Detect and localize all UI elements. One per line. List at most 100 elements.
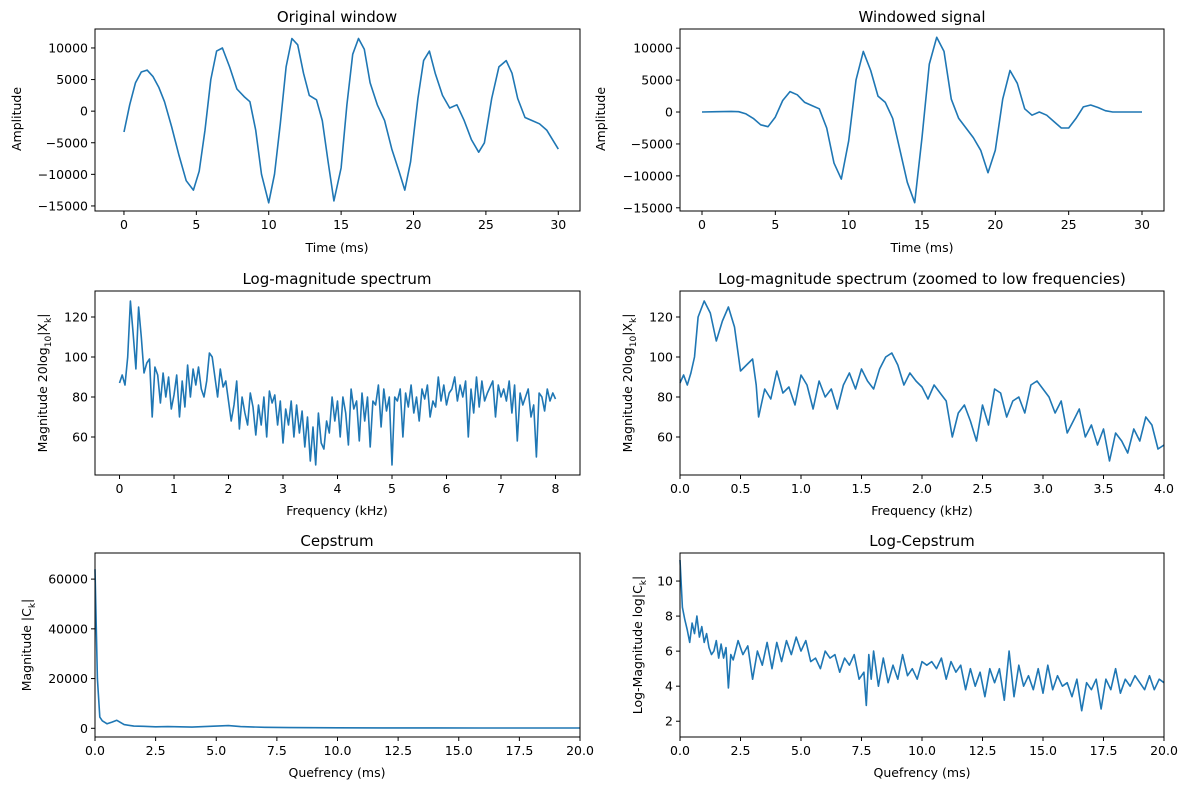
y-tick-label: 100: [64, 350, 88, 365]
panel-log-cepstrum: Log-Cepstrum Quefrency (ms) Log-Magnitud…: [630, 532, 1178, 780]
y-tick-label: −15000: [38, 198, 88, 213]
panel-log-magnitude-spectrum: Log-magnitude spectrum Frequency (kHz) M…: [35, 270, 581, 518]
x-tick-label: 1.0: [791, 481, 811, 496]
y-tick-label: 20000: [48, 671, 88, 686]
x-axis-label: Quefrency (ms): [288, 765, 385, 780]
y-label-end: |: [630, 576, 645, 580]
x-tick-label: 0.0: [85, 743, 105, 758]
series-line-spectrum: [118, 300, 557, 466]
x-tick-label: 0: [698, 217, 706, 232]
panel-original-window: Original window Time (ms) Amplitude 0 5 10…: [9, 8, 581, 255]
series-line-signal: [123, 37, 559, 204]
axis-ticks: 0 1 2 3 4 5 6 7 8 60 80 100 120: [64, 310, 559, 497]
panel-log-magnitude-spectrum-zoomed: Log-magnitude spectrum (zoomed to low fr…: [620, 270, 1174, 518]
chart-title: Cepstrum: [300, 532, 373, 550]
y-axis-label: Magnitude |Ck|: [19, 599, 38, 692]
y-tick-label: 60000: [48, 572, 88, 587]
axis-ticks: 0 5 10 15 20 25 30 −15000 −10000 −5000 0 5000 10000: [623, 41, 1150, 232]
y-tick-label: −5000: [46, 135, 88, 150]
x-tick-label: 2: [225, 481, 233, 496]
x-tick-label: 2.5: [973, 481, 993, 496]
x-tick-label: 30: [1134, 217, 1150, 232]
x-tick-label: 20.0: [1150, 743, 1178, 758]
axis-ticks: 0.0 0.5 1.0 1.5 2.0 2.5 3.0 3.5 4.0 60 80 100 120: [649, 310, 1174, 497]
series-line-windowed: [701, 36, 1142, 204]
x-tick-label: 3.5: [1094, 481, 1114, 496]
x-tick-label: 5.0: [791, 743, 811, 758]
x-tick-label: 0.5: [731, 481, 751, 496]
y-axis-label: Amplitude: [593, 87, 608, 151]
x-tick-label: 25: [478, 217, 494, 232]
y-label-main: Log-Magnitude log|C: [630, 585, 645, 714]
chart-title: Log-magnitude spectrum: [242, 270, 431, 288]
y-tick-label: 120: [64, 310, 88, 325]
axis-ticks: 0.0 2.5 5.0 7.5 10.0 12.5 15.0 17.5 20.0 0 20000 40…: [48, 572, 594, 758]
x-tick-label: 15.0: [445, 743, 473, 758]
y-tick-label: −10000: [38, 167, 88, 182]
x-tick-label: 5: [388, 481, 396, 496]
y-label-main: Magnitude 20log: [35, 347, 50, 452]
y-tick-label: 10: [657, 574, 673, 589]
x-tick-label: 10: [261, 217, 277, 232]
y-tick-label: 80: [657, 390, 673, 405]
x-tick-label: 30: [550, 217, 566, 232]
x-tick-label: 20.0: [566, 743, 594, 758]
chart-title: Log-Cepstrum: [869, 532, 974, 550]
x-axis-label: Quefrency (ms): [873, 765, 970, 780]
y-tick-label: 5000: [641, 73, 673, 88]
axes-frame: [679, 28, 1165, 212]
series-line-log-cepstrum: [679, 559, 1165, 712]
x-tick-label: 7: [497, 481, 505, 496]
x-tick-label: 2.5: [146, 743, 166, 758]
series-line-spectrum-zoom: [679, 300, 1165, 462]
x-tick-label: 5.0: [206, 743, 226, 758]
y-tick-label: 8: [665, 609, 673, 624]
x-axis-label: Time (ms): [889, 240, 953, 255]
y-tick-label: 40000: [48, 621, 88, 636]
y-label-subscript: k: [28, 602, 38, 608]
y-tick-label: 80: [72, 390, 88, 405]
y-tick-label: −10000: [623, 168, 673, 183]
x-tick-label: 20: [406, 217, 422, 232]
x-axis-label: Frequency (kHz): [871, 503, 973, 518]
chart-title: Windowed signal: [858, 8, 985, 26]
y-label-main: Magnitude |C: [19, 608, 34, 691]
axes-frame: [679, 552, 1165, 738]
x-tick-label: 3: [279, 481, 287, 496]
x-tick-label: 10.0: [324, 743, 352, 758]
x-tick-label: 0.0: [670, 481, 690, 496]
y-tick-label: −5000: [631, 136, 673, 151]
x-tick-label: 0.0: [670, 743, 690, 758]
y-tick-label: 60: [657, 430, 673, 445]
y-axis-label: Log-Magnitude log|Ck|: [630, 576, 649, 714]
axes-frame: [94, 552, 581, 738]
axes-frame: [679, 290, 1165, 476]
y-tick-label: 0: [665, 105, 673, 120]
axes-frame: [94, 28, 581, 212]
x-tick-label: 12.5: [969, 743, 997, 758]
y-label-main: Magnitude 20log: [620, 347, 635, 452]
chart-title: Original window: [277, 8, 397, 26]
axis-ticks: 0 5 10 15 20 25 30 −15000 −10000 −5000 0 5000 10000: [38, 40, 567, 232]
series-line-cepstrum: [94, 569, 580, 729]
y-label-subscript: 10: [629, 336, 639, 348]
y-tick-label: 4: [665, 679, 673, 694]
axes-frame: [94, 290, 581, 476]
x-axis-label: Frequency (kHz): [286, 503, 388, 518]
y-axis-label: Magnitude 20log10|Xk|: [35, 314, 54, 453]
x-tick-label: 12.5: [384, 743, 412, 758]
y-tick-label: 6: [665, 644, 673, 659]
y-tick-label: −15000: [623, 200, 673, 215]
y-label-var: |X: [620, 323, 635, 336]
x-tick-label: 20: [987, 217, 1003, 232]
x-tick-label: 10: [841, 217, 857, 232]
x-tick-label: 8: [552, 481, 560, 496]
y-label-subscript: k: [639, 579, 649, 585]
y-tick-label: 120: [649, 310, 673, 325]
x-tick-label: 17.5: [505, 743, 533, 758]
x-tick-label: 2.5: [731, 743, 751, 758]
x-tick-label: 17.5: [1090, 743, 1118, 758]
x-tick-label: 1: [170, 481, 178, 496]
y-tick-label: 100: [649, 350, 673, 365]
